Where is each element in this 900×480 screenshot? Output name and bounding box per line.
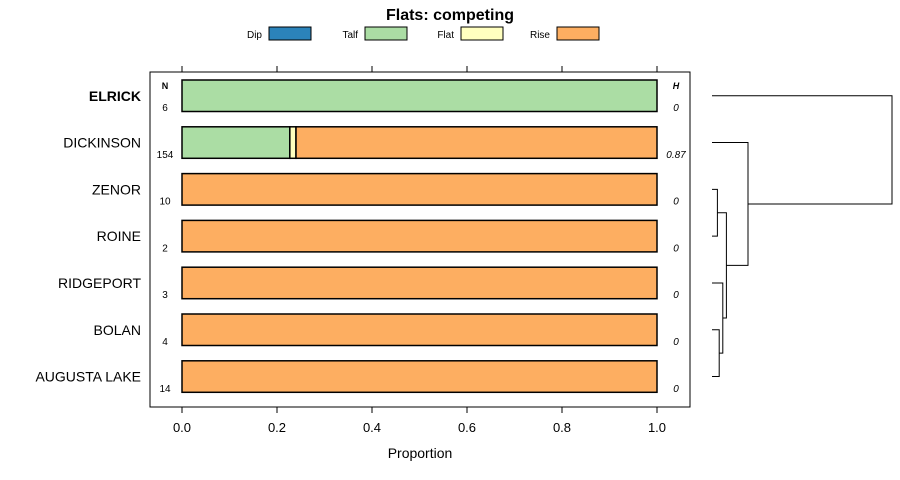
dendrogram-merge — [712, 282, 724, 354]
legend-swatch-dip — [268, 26, 312, 41]
h-value-augusta-lake: 0 — [673, 384, 679, 395]
row-label-zenor: ZENOR — [92, 181, 141, 197]
legend-swatch-flat — [460, 26, 504, 41]
h-value-zenor: 0 — [673, 197, 679, 208]
row-label-dickinson: DICKINSON — [63, 135, 141, 151]
bar-segment-augusta-lake-rise — [181, 360, 658, 394]
legend-label-rise: Rise — [530, 30, 550, 41]
chart-title: Flats: competing — [386, 7, 514, 24]
dendrogram-merge — [712, 95, 893, 205]
n-value-dickinson: 154 — [157, 150, 174, 161]
row-label-elrick: ELRICK — [89, 88, 141, 104]
h-value-elrick: 0 — [673, 103, 679, 114]
x-tick-label: 0.8 — [553, 420, 571, 435]
dendrogram-merge — [717, 212, 727, 319]
legend-swatch-talf — [364, 26, 408, 41]
h-value-bolan: 0 — [673, 337, 679, 348]
bar-segment-elrick-talf — [181, 79, 658, 113]
row-label-augusta-lake: AUGUSTA LAKE — [35, 369, 141, 385]
plot-frame — [149, 71, 691, 408]
legend: Dip Talf Flat Rise — [247, 26, 600, 41]
n-value-ridgeport: 3 — [162, 290, 168, 301]
legend-label-flat: Flat — [437, 30, 454, 41]
bar-segment-zenor-rise — [181, 172, 658, 206]
h-value-dickinson: 0.87 — [666, 150, 686, 161]
x-tick-label: 0.2 — [268, 420, 286, 435]
n-value-elrick: 6 — [162, 103, 168, 114]
n-value-roine: 2 — [162, 243, 168, 254]
dendrogram — [712, 95, 893, 378]
h-value-roine: 0 — [673, 243, 679, 254]
x-tick-label: 0.4 — [363, 420, 381, 435]
legend-swatch-rise — [556, 26, 600, 41]
dendrogram-merge — [712, 329, 720, 378]
bar-segment-dickinson-rise — [295, 126, 658, 160]
n-value-augusta-lake: 14 — [159, 384, 171, 395]
bar-segment-bolan-rise — [181, 313, 658, 347]
legend-label-dip: Dip — [247, 30, 262, 41]
bar-segment-ridgeport-rise — [181, 266, 658, 300]
plot-panel: 0.0 0.2 0.4 0.6 0.8 1.0 N H ELRICK 6 0 DICKINSON 154… — [35, 66, 691, 435]
bar-segment-roine-rise — [181, 219, 658, 253]
row-label-ridgeport: RIDGEPORT — [58, 275, 141, 291]
bar-segment-dickinson-flat — [289, 126, 297, 160]
n-value-bolan: 4 — [162, 337, 168, 348]
n-column-header: N — [162, 81, 169, 91]
x-tick-label: 1.0 — [648, 420, 666, 435]
legend-label-talf: Talf — [342, 30, 358, 41]
x-axis-label: Proportion — [388, 445, 453, 461]
n-value-zenor: 10 — [159, 197, 171, 208]
row-label-roine: ROINE — [97, 228, 141, 244]
row-label-bolan: BOLAN — [94, 322, 141, 338]
x-tick-label: 0.6 — [458, 420, 476, 435]
h-column-header: H — [673, 81, 680, 91]
dendrogram-merge — [712, 188, 718, 237]
x-tick-label: 0.0 — [173, 420, 191, 435]
h-value-ridgeport: 0 — [673, 290, 679, 301]
bar-segment-dickinson-talf — [181, 126, 291, 160]
